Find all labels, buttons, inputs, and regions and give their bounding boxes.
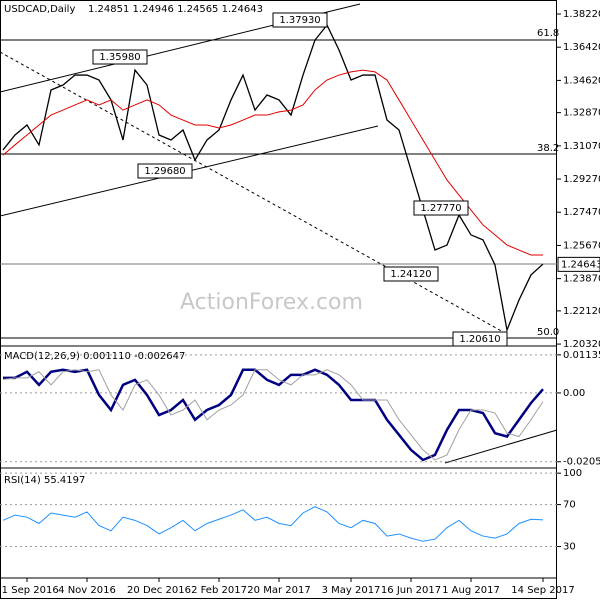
x-tick-label: 20 Dec 2016 (127, 585, 191, 596)
annotation: 1.24120 (390, 269, 431, 280)
fib-label: 50.0 (537, 327, 559, 338)
y-tick-label: 1.32870 (563, 108, 600, 119)
frame (0, 0, 557, 599)
annotation-box (452, 331, 508, 347)
y-tick-label: 30 (563, 542, 576, 553)
y-tick-label: 0.00 (563, 388, 585, 399)
x-tick-label: 2 Feb 2017 (191, 585, 247, 596)
y-tick-label: 1.38220 (563, 9, 600, 20)
series-line (2, 369, 544, 461)
annotation-box (383, 266, 439, 282)
annotation-box (413, 200, 469, 216)
y-tick-label: 1.34620 (563, 75, 600, 86)
last-price-box (557, 256, 600, 272)
annotation: 1.35980 (99, 52, 140, 63)
series-line (2, 23, 544, 333)
series-line (3, 368, 544, 462)
last-price-label: 1.24643 (561, 259, 600, 270)
annotation-box (272, 12, 328, 28)
y-tick-label: 1.36420 (563, 42, 600, 53)
fib-label: 38.2 (537, 143, 559, 154)
annotation: 1.37930 (279, 15, 320, 26)
x-tick-label: 20 Mar 2017 (247, 585, 310, 596)
fib-label: 61.8 (537, 28, 559, 39)
series-line (2, 69, 543, 256)
y-tick-label: 1.29270 (563, 174, 600, 185)
annotation: 1.27770 (420, 203, 461, 214)
x-tick-label: 16 Jun 2017 (381, 585, 441, 596)
y-tick-label: 1.23870 (563, 274, 600, 285)
annotation-box (92, 49, 148, 65)
chart-title: USDCAD,Daily (4, 4, 75, 15)
y-tick-label: 1.20320 (563, 339, 600, 350)
annotation-box (137, 163, 193, 179)
y-tick-label: -0.020531 (563, 457, 600, 468)
y-tick-label: 100 (563, 468, 582, 479)
chart-subtitle: 1.24851 1.24946 1.24565 1.24643 (88, 4, 263, 15)
x-tick-label: 14 Sep 2017 (511, 585, 574, 596)
annotation: 1.29680 (144, 166, 185, 177)
trendlines (0, 3, 558, 464)
y-tick-label: 1.25670 (563, 240, 600, 251)
x-tick-label: 1 Aug 2017 (442, 585, 500, 596)
macd-title: MACD(12,26,9) 0.001110 -0.002647 (4, 351, 185, 362)
y-tick-label: 0.011355 (563, 350, 600, 361)
y-tick-label: 1.27470 (563, 207, 600, 218)
y-tick-label: 70 (563, 500, 576, 511)
x-tick-label: 21 Sep 2016 (0, 585, 59, 596)
y-tick-label: 1.22120 (563, 306, 600, 317)
y-tick-label: 1.31070 (563, 141, 600, 152)
x-tick-label: 3 May 2017 (322, 585, 381, 596)
annotation: 1.20610 (459, 334, 500, 345)
x-tick-label: 4 Nov 2016 (58, 585, 116, 596)
series-line (2, 506, 544, 542)
rsi-title: RSI(14) 55.4197 (4, 475, 85, 486)
watermark: ActionForex.com (180, 290, 363, 315)
